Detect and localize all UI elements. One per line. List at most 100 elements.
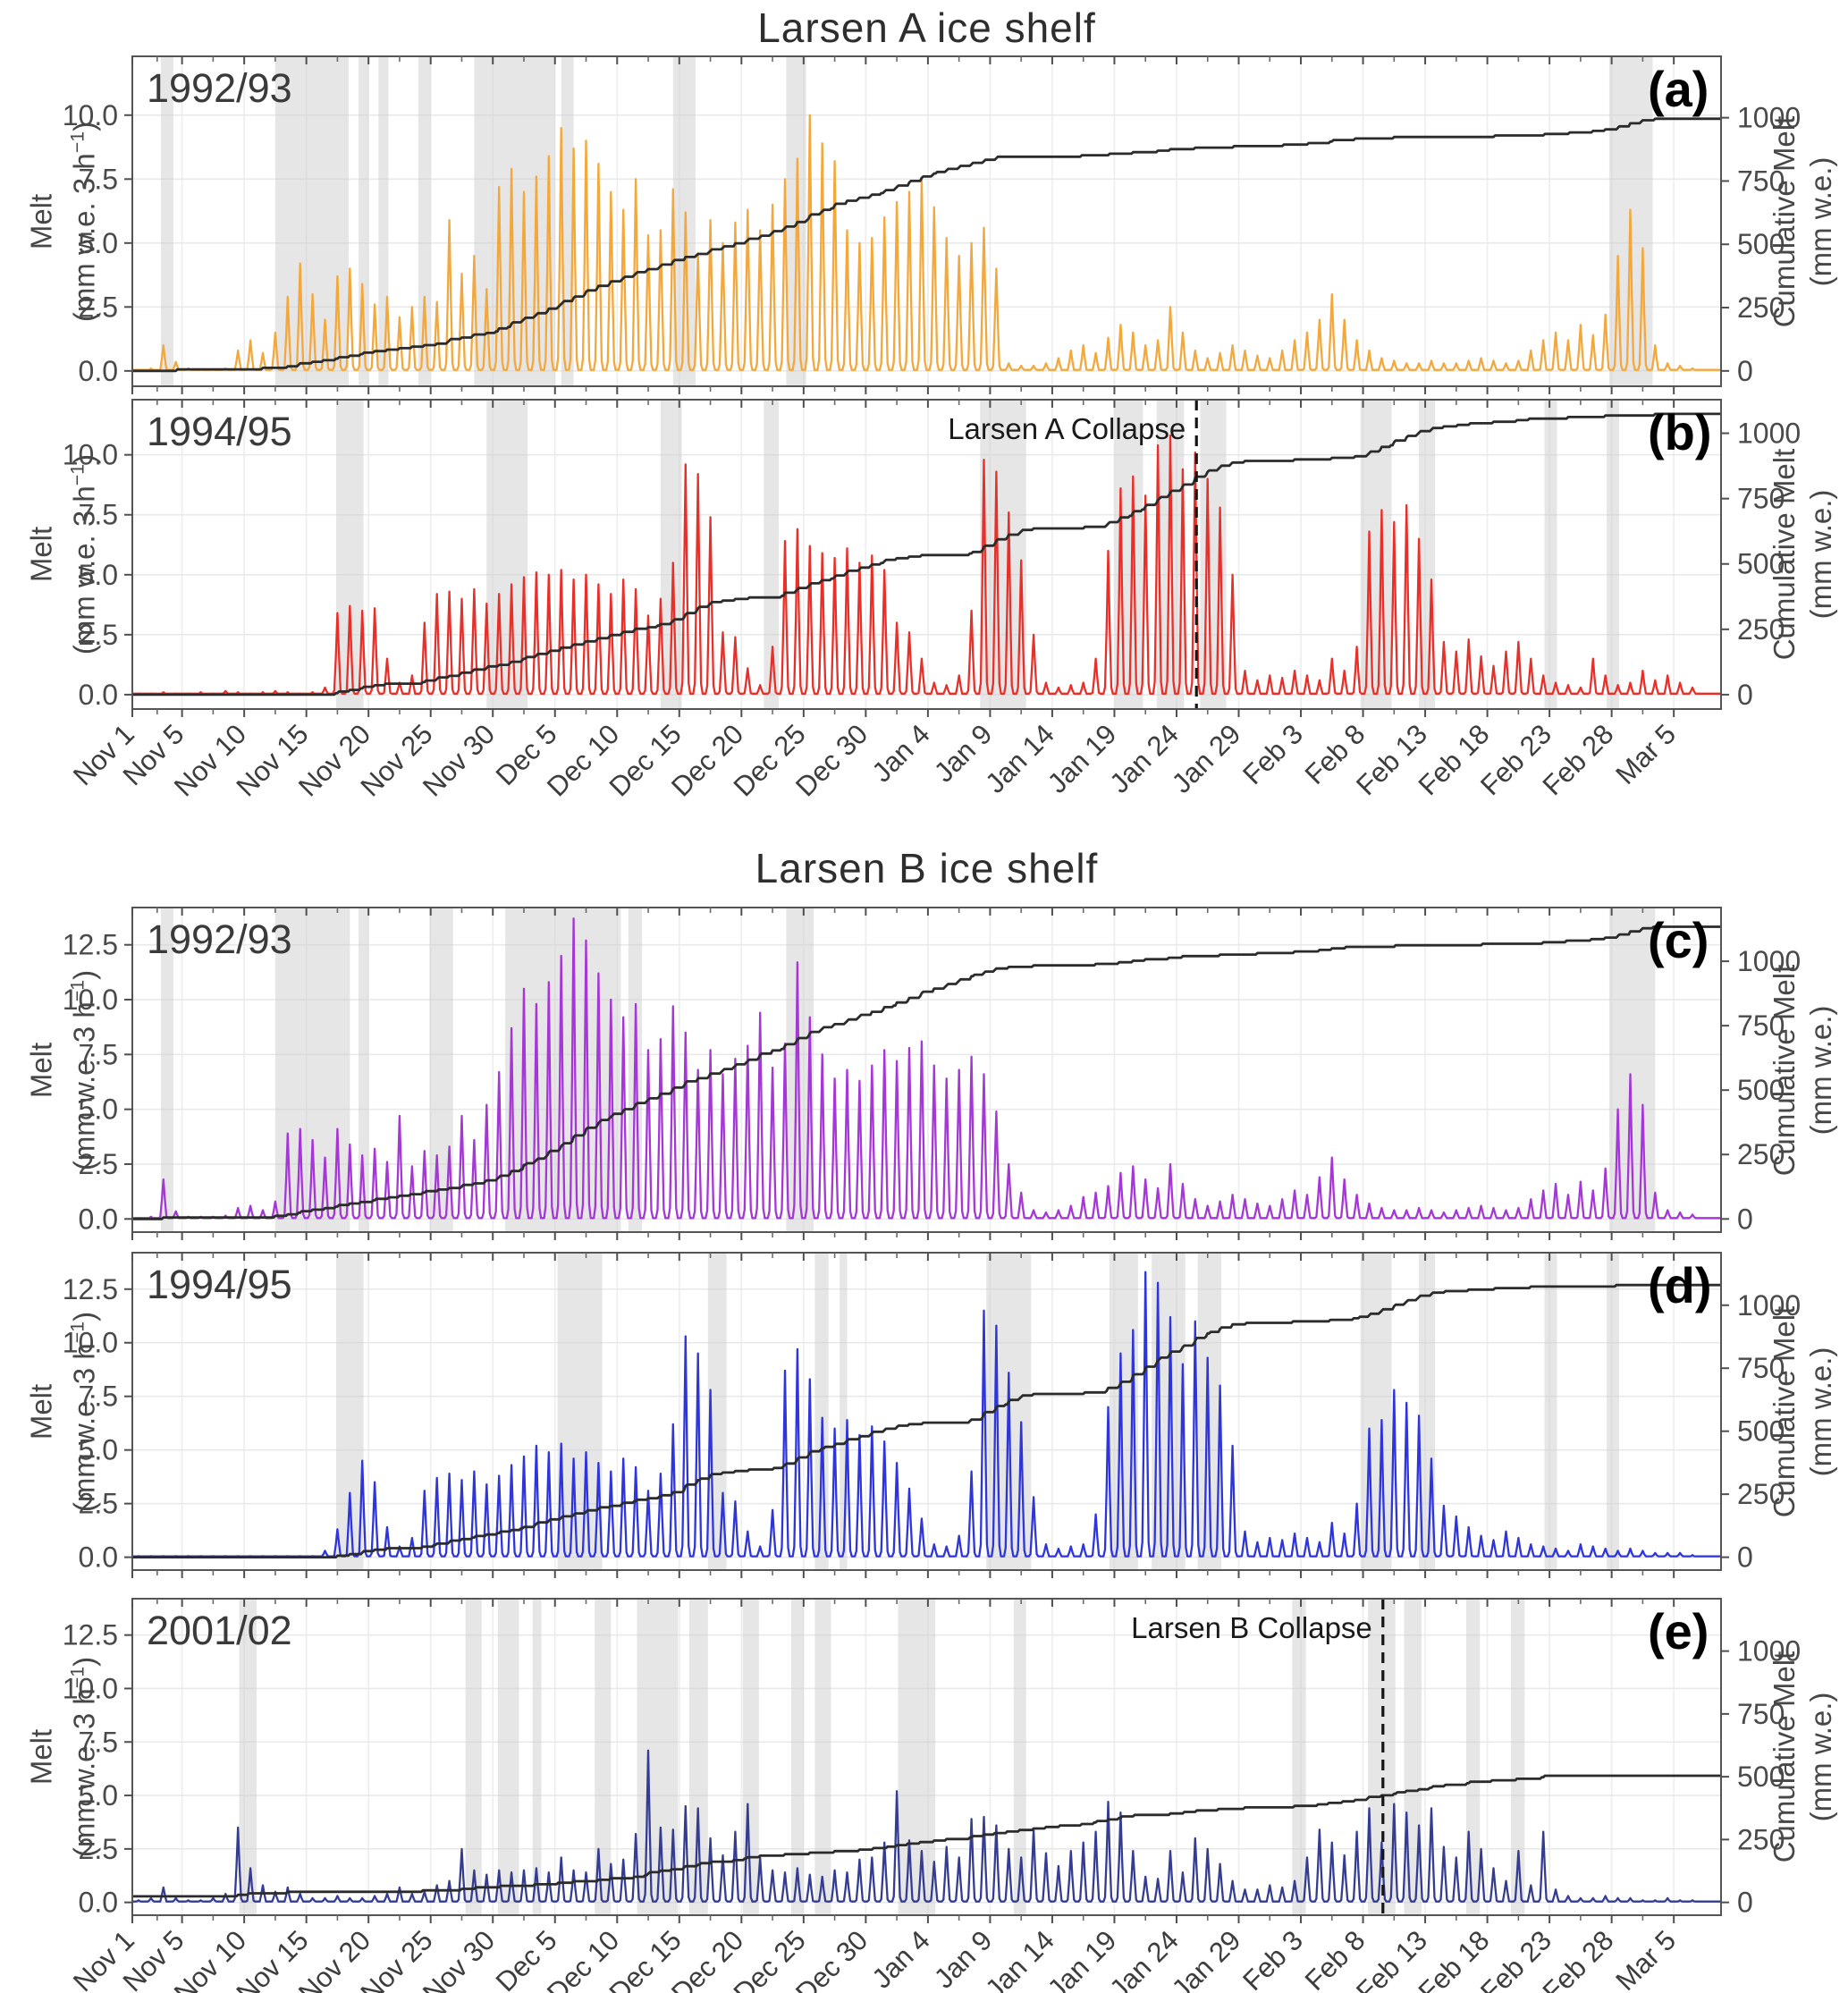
- panel-frame: [131, 1598, 1722, 1916]
- panel-frame: [131, 399, 1722, 710]
- y-tick-label: 2.5: [79, 1148, 118, 1180]
- shaded-band: [1607, 1253, 1619, 1570]
- x-date-label: Jan 4: [865, 718, 935, 788]
- y-tick-label: 10.0: [63, 439, 118, 471]
- panel-a-graphics: 0.0 2.5 5.0 7.5 10.0 0 250 500 750 1000: [63, 55, 1801, 394]
- shaded-band: [1404, 1599, 1422, 1915]
- cum-tick-label: 0: [1737, 355, 1753, 387]
- shaded-band: [160, 908, 173, 1232]
- x-date-label: Mar 5: [1609, 1924, 1682, 1993]
- x-date-label: Mar 5: [1609, 718, 1682, 790]
- panel-e-year-label: 2001/02: [147, 1608, 292, 1653]
- panel-b-year-label: 1994/95: [147, 409, 292, 454]
- cum-tick-label: 0: [1737, 679, 1753, 711]
- y-tick-label: 5.0: [79, 1094, 118, 1126]
- cum-tick-label: 0: [1737, 1541, 1753, 1574]
- x-date-label: Feb 3: [1236, 718, 1309, 790]
- y-tick-label: 5.0: [79, 559, 118, 591]
- cumulative-axis-label-a: Cumulative Melt (mm w.e.): [1768, 115, 1837, 327]
- shaded-band: [1607, 400, 1619, 709]
- shaded-band: [672, 56, 696, 386]
- shaded-band: [898, 1599, 936, 1915]
- x-date-label: Feb 28: [1537, 1924, 1620, 1993]
- shaded-band: [160, 56, 173, 386]
- y-tick-label: 5.0: [79, 1779, 118, 1811]
- panel-c-year-label: 1992/93: [147, 916, 292, 962]
- y-tick-label: 0.0: [79, 1203, 118, 1235]
- cumulative-line: [132, 1774, 1721, 1898]
- shaded-band: [1511, 1599, 1525, 1915]
- cumulative-line: [132, 117, 1721, 373]
- cum-tick-label: 0: [1737, 1887, 1753, 1919]
- panel-d-graphics: 0.0 2.5 5.0 7.5 10.0 12.5 0 250 500 750 1000: [63, 1252, 1801, 1578]
- x-date-label: Jan 29: [1166, 718, 1247, 799]
- shaded-band: [532, 1599, 542, 1915]
- melt-line: [132, 114, 1721, 371]
- cum-tick-label: 250: [1737, 1478, 1785, 1510]
- y-tick-label: 2.5: [79, 619, 118, 651]
- panel-a-year-label: 1992/93: [147, 65, 292, 111]
- cum-tick-label: 1000: [1737, 1289, 1801, 1322]
- panel-d-letter: (d): [1648, 1257, 1712, 1313]
- cum-tick-label: 1000: [1737, 945, 1801, 977]
- shaded-band: [814, 1253, 829, 1570]
- cum-tick-label: 500: [1737, 1074, 1785, 1106]
- y-tick-label: 7.5: [79, 1381, 118, 1413]
- x-date-label: Feb 28: [1537, 718, 1620, 801]
- y-tick-label: 12.5: [63, 929, 118, 961]
- shaded-band: [274, 908, 350, 1232]
- shaded-band: [336, 1253, 364, 1570]
- shaded-band: [1292, 1599, 1306, 1915]
- shaded-band: [239, 1599, 257, 1915]
- cum-tick-label: 1000: [1737, 418, 1801, 450]
- y-tick-label: 0.0: [79, 1541, 118, 1574]
- y-tick-label: 5.0: [79, 1434, 118, 1466]
- panel-e-letter: (e): [1648, 1603, 1709, 1659]
- x-date-label: Jan 24: [1103, 718, 1185, 799]
- shaded-band: [465, 1599, 482, 1915]
- cumulative-line: [132, 925, 1721, 1220]
- shaded-band: [688, 1599, 708, 1915]
- shaded-band: [359, 908, 369, 1232]
- cum-tick-label: 500: [1737, 548, 1785, 580]
- melt-axis-label-c: Melt (mm w.e. 3 h−1): [24, 969, 101, 1170]
- shaded-band: [660, 400, 682, 709]
- melt-axis-label-b: Melt (mm w.e. 3 h−1): [24, 453, 101, 655]
- panel-c-graphics: 0.0 2.5 5.0 7.5 10.0 12.5 0 250 500 750 1000: [63, 907, 1801, 1240]
- shaded-band: [814, 1599, 831, 1915]
- shaded-band: [497, 1599, 519, 1915]
- y-tick-label: 10.0: [63, 99, 118, 131]
- x-date-label: Nov 30: [417, 1924, 501, 1993]
- cum-tick-label: 500: [1737, 228, 1785, 260]
- larsen-b-collapse-label: Larsen B Collapse: [1131, 1611, 1372, 1644]
- shaded-band: [359, 56, 369, 386]
- melt-line: [132, 917, 1721, 1220]
- x-date-label: Jan 4: [865, 1924, 935, 1993]
- cum-tick-label: 250: [1737, 1138, 1785, 1170]
- title-larsen-b: Larsen B ice shelf: [755, 845, 1099, 891]
- panel-frame: [131, 1252, 1722, 1571]
- y-tick-label: 7.5: [79, 163, 118, 195]
- shaded-band: [336, 400, 364, 709]
- x-date-label: Nov 30: [417, 718, 501, 802]
- panel-c-letter: (c): [1648, 912, 1709, 968]
- larsen-a-collapse-label: Larsen A Collapse: [948, 412, 1186, 445]
- shaded-band: [595, 1599, 612, 1915]
- cum-tick-label: 750: [1737, 1352, 1785, 1384]
- panel-a-letter: (a): [1648, 61, 1709, 117]
- y-tick-label: 12.5: [63, 1273, 118, 1305]
- y-tick-label: 2.5: [79, 1488, 118, 1520]
- y-tick-label: 5.0: [79, 227, 118, 259]
- shaded-band: [378, 56, 389, 386]
- y-tick-label: 2.5: [79, 291, 118, 323]
- title-larsen-a: Larsen A ice shelf: [757, 4, 1096, 51]
- cumulative-axis-label-d: Cumulative Melt (mm w.e.): [1768, 1305, 1837, 1517]
- y-tick-label: 7.5: [79, 1038, 118, 1070]
- cum-tick-label: 250: [1737, 613, 1785, 646]
- melt-axis-label-e: Melt (mm w.e. 3 h−1): [24, 1656, 101, 1858]
- y-tick-label: 12.5: [63, 1619, 118, 1651]
- cum-tick-label: 250: [1737, 291, 1785, 324]
- cumulative-axis-label-c: Cumulative Melt (mm w.e.): [1768, 964, 1837, 1176]
